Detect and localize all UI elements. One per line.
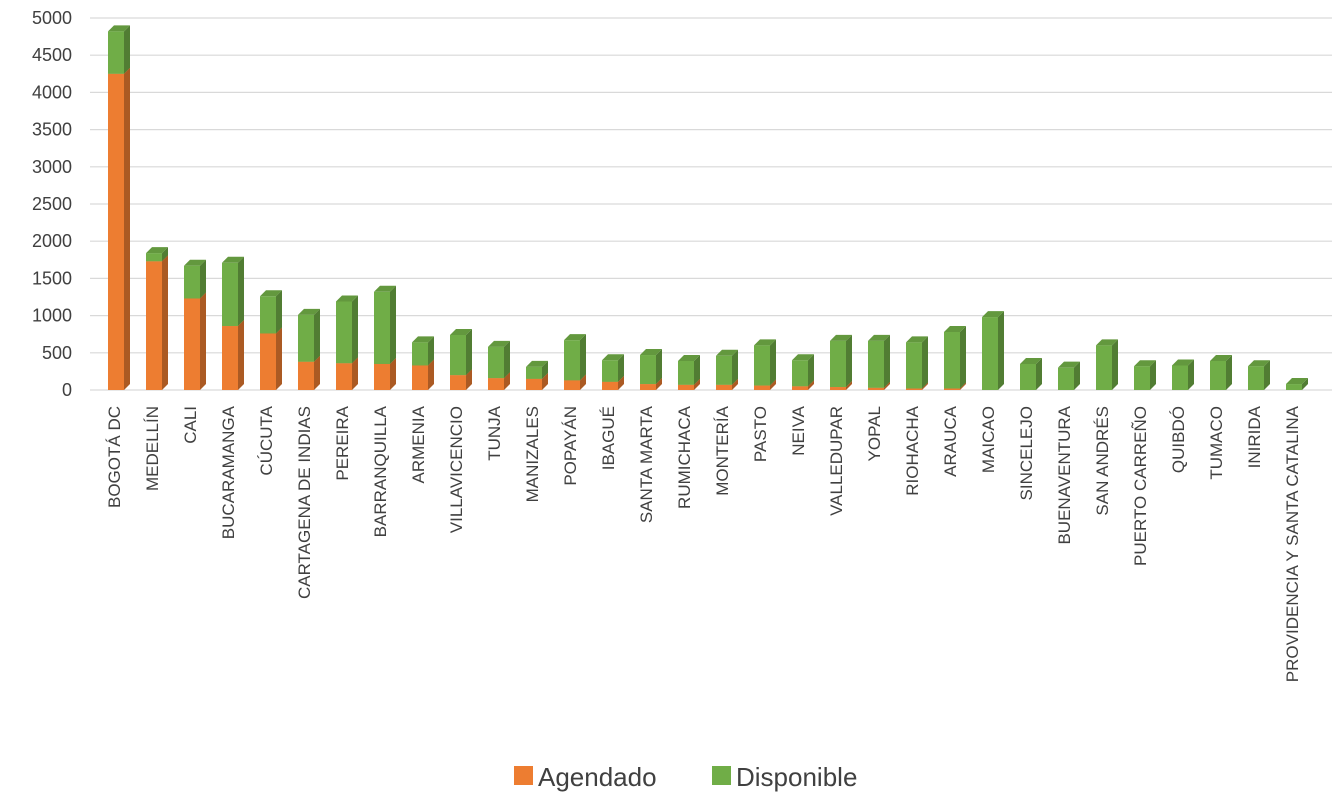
bar-disponible: [792, 354, 814, 387]
bar-disponible: [260, 290, 282, 334]
x-tick-label: TUNJA: [485, 405, 504, 460]
bar-disponible: [982, 311, 1004, 390]
y-tick-label: 2500: [32, 194, 72, 214]
x-tick-label: ARAUCA: [941, 405, 960, 477]
bar-disponible: [1096, 339, 1118, 390]
bar-disponible: [868, 334, 890, 388]
bar-disponible: [298, 308, 320, 362]
x-tick-label: RUMICHACA: [675, 405, 694, 509]
bar-disponible: [336, 295, 358, 364]
bar-disponible: [640, 349, 662, 385]
x-tick-label: MONTERÍA: [713, 405, 732, 495]
x-tick-label: SAN ANDRÉS: [1093, 406, 1112, 516]
bar-agendado: [260, 327, 282, 390]
bar-disponible: [1020, 357, 1042, 390]
bar-disponible: [602, 354, 624, 382]
x-tick-label: QUIBDÓ: [1169, 406, 1188, 473]
x-tick-label: VALLEDUPAR: [827, 406, 846, 516]
legend-swatch-agendado: [514, 766, 533, 785]
bar-disponible: [1058, 361, 1080, 390]
x-tick-label: CARTAGENA DE INDIAS: [295, 406, 314, 599]
x-tick-label: PASTO: [751, 406, 770, 462]
bars: [108, 25, 1308, 391]
bar-disponible: [184, 259, 206, 299]
bar-disponible: [146, 247, 168, 262]
x-tick-label: PROVIDENCIA Y SANTA CATALINA: [1283, 405, 1302, 682]
x-tick-label: CALI: [181, 406, 200, 444]
y-tick-label: 4000: [32, 82, 72, 102]
bar-disponible: [944, 325, 966, 389]
bar-disponible: [1248, 360, 1270, 390]
bar-disponible: [108, 25, 130, 74]
y-tick-label: 5000: [32, 8, 72, 28]
bar-disponible: [374, 285, 396, 364]
x-tick-label: PEREIRA: [333, 405, 352, 480]
x-tick-label: ARMENIA: [409, 405, 428, 483]
bar-agendado: [108, 67, 130, 391]
x-tick-label: IBAGUÉ: [599, 406, 618, 470]
x-tick-label: BARRANQUILLA: [371, 405, 390, 537]
x-tick-label: SANTA MARTA: [637, 405, 656, 523]
bar-disponible: [450, 328, 472, 376]
bar-disponible: [1134, 360, 1156, 390]
y-axis: 0 500 1000 1500 2000 2500 3000 3500 4000 4500 5000: [32, 8, 72, 400]
bar-agendado: [146, 255, 168, 390]
y-tick-label: 500: [42, 343, 72, 363]
bar-disponible: [830, 334, 852, 388]
x-tick-label: VILLAVICENCIO: [447, 406, 466, 533]
x-tick-label: POPAYÁN: [561, 406, 580, 486]
bar-disponible: [1286, 378, 1308, 390]
y-tick-label: 0: [62, 380, 72, 400]
bar-agendado: [184, 292, 206, 390]
x-tick-label: BOGOTÁ DC: [105, 406, 124, 508]
x-tick-label: INIRIDA: [1245, 405, 1264, 468]
bar-disponible: [906, 336, 928, 389]
legend-label-disponible: Disponible: [736, 762, 857, 792]
bar-disponible: [564, 334, 586, 381]
legend-swatch-disponible: [712, 766, 731, 785]
gridlines: [90, 17, 1332, 391]
x-tick-label: YOPAL: [865, 406, 884, 461]
bar-disponible: [1210, 354, 1232, 390]
y-tick-label: 3000: [32, 157, 72, 177]
x-tick-label: TUMACO: [1207, 406, 1226, 480]
bar-agendado: [222, 320, 244, 390]
x-tick-label: SINCELEJO: [1017, 406, 1036, 500]
x-tick-label: MANIZALES: [523, 406, 542, 502]
x-axis: BOGOTÁ DC MEDELLÍN CALI BUCARAMANGA CÚCUTA CA…: [105, 405, 1302, 682]
x-tick-label: MEDELLÍN: [143, 406, 162, 491]
y-tick-label: 4500: [32, 45, 72, 65]
x-tick-label: MAICAO: [979, 406, 998, 473]
x-tick-label: BUENAVENTURA: [1055, 405, 1074, 544]
x-tick-label: CÚCUTA: [257, 405, 276, 475]
bar-disponible: [678, 354, 700, 385]
bar-disponible: [412, 336, 434, 366]
x-tick-label: NEIVA: [789, 405, 808, 455]
y-tick-label: 3500: [32, 120, 72, 140]
y-tick-label: 1500: [32, 268, 72, 288]
bar-disponible: [222, 256, 244, 327]
bar-disponible: [716, 349, 738, 385]
y-tick-label: 2000: [32, 231, 72, 251]
legend-label-agendado: Agendado: [538, 762, 657, 792]
bar-disponible: [488, 340, 510, 379]
bar-disponible: [526, 360, 548, 379]
x-tick-label: RIOHACHA: [903, 405, 922, 495]
x-tick-label: BUCARAMANGA: [219, 405, 238, 539]
x-tick-label: PUERTO CARREÑO: [1131, 406, 1150, 566]
bar-disponible: [754, 339, 776, 386]
legend: Agendado Disponible: [514, 762, 857, 792]
y-tick-label: 1000: [32, 306, 72, 326]
bar-disponible: [1172, 359, 1194, 390]
